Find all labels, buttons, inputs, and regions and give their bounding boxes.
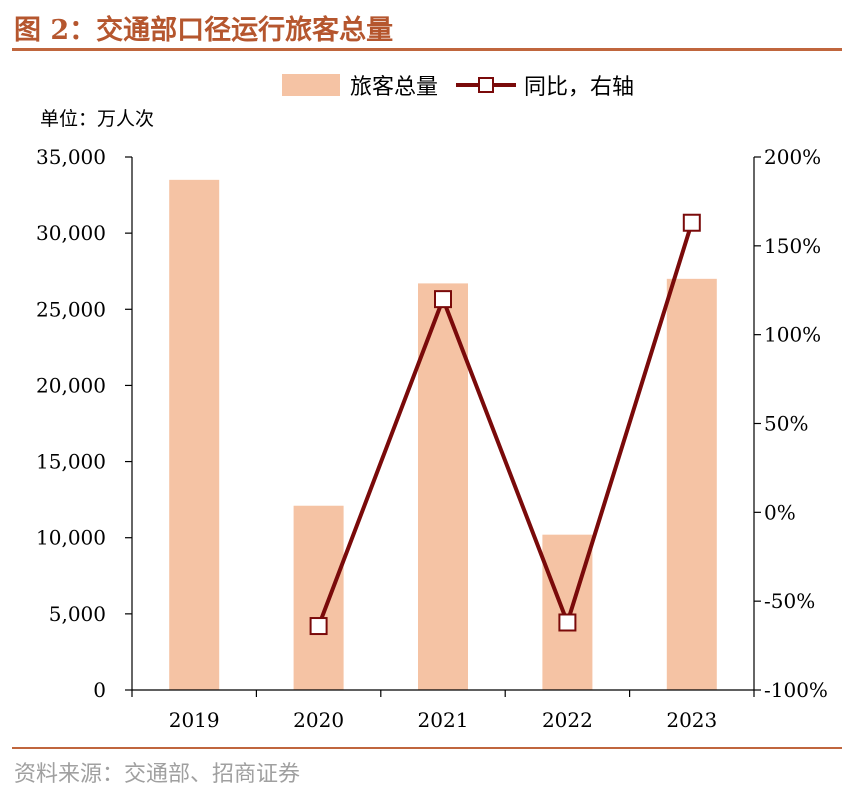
left-tick-label: 30,000: [36, 221, 106, 245]
left-tick-label: 25,000: [36, 297, 106, 321]
source-note: 资料来源：交通部、招商证券: [14, 762, 301, 787]
left-tick-label: 10,000: [36, 526, 106, 550]
left-tick-label: 35,000: [36, 145, 106, 169]
legend-line-label: 同比，右轴: [524, 75, 635, 100]
left-tick-label: 5,000: [49, 602, 106, 626]
legend-square-marker-icon: [478, 77, 495, 93]
bar-2019: [169, 179, 220, 691]
right-tick-label: 100%: [764, 323, 821, 347]
right-tick-label: 150%: [764, 234, 821, 258]
legend-line-swatch: [456, 74, 517, 96]
yoy-line: [316, 222, 694, 629]
right-tick-label: -50%: [764, 589, 815, 613]
bar-2020: [293, 505, 344, 690]
yoy-point-2021: [434, 290, 452, 309]
figure-title: 图 2：交通部口径运行旅客总量: [14, 15, 394, 46]
yoy-point-2023: [682, 213, 701, 232]
right-tick-label: 0%: [764, 500, 796, 524]
legend-bar-label: 旅客总量: [350, 75, 439, 100]
x-tick-label: 2023: [666, 708, 717, 732]
legend-bar-swatch: [282, 74, 340, 96]
left-tick-label: 0: [93, 678, 106, 702]
left-tick-label: 20,000: [36, 373, 106, 397]
x-tick-label: 2020: [293, 708, 344, 732]
right-tick-label: 200%: [764, 145, 821, 169]
yoy-point-2020: [309, 617, 328, 636]
chart-legend: 旅客总量 同比，右轴: [282, 70, 634, 100]
source-rule: [12, 747, 842, 749]
left-tick-label: 15,000: [36, 450, 106, 474]
bar-2023: [666, 278, 717, 690]
bar-2021: [418, 283, 468, 690]
right-tick-label: 50%: [764, 412, 808, 436]
x-tick-label: 2021: [418, 708, 469, 732]
title-rule: [12, 48, 842, 51]
bar-2022: [542, 534, 593, 690]
x-tick-label: 2022: [542, 708, 593, 732]
yoy-point-2022: [558, 613, 577, 632]
unit-label: 单位：万人次: [40, 108, 155, 130]
x-tick-label: 2019: [169, 708, 220, 732]
right-tick-label: -100%: [764, 678, 828, 702]
